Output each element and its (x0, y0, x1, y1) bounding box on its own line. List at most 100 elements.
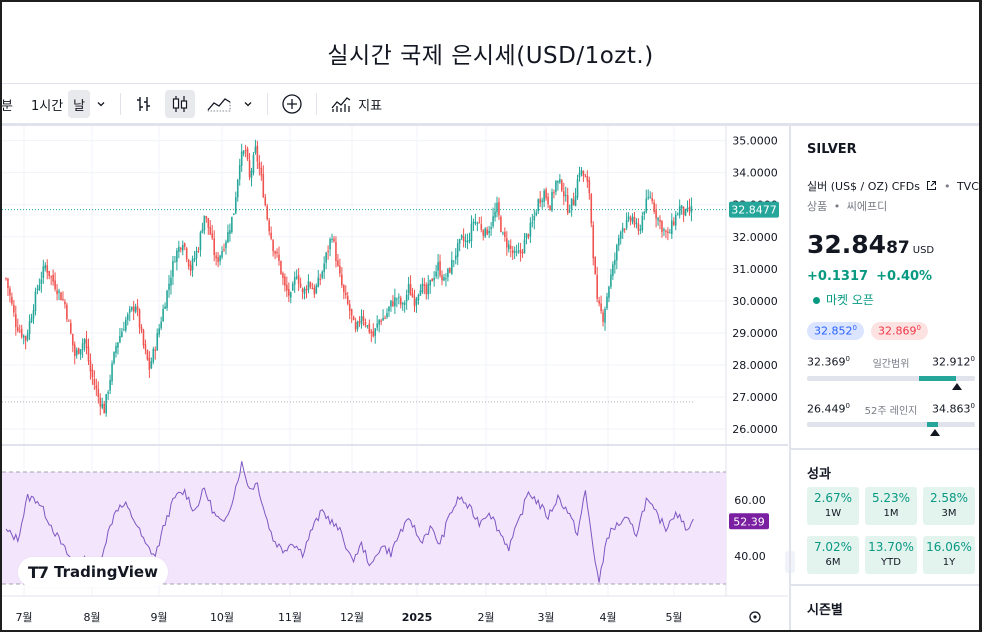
candle (335, 236, 337, 268)
symbol-description: 실버 (US$ / OZ) CFDs • TVC (807, 178, 979, 194)
candle-body (382, 317, 384, 321)
interval-hour-button[interactable]: 1시간 (30, 98, 64, 114)
candle (348, 299, 351, 320)
candle (639, 224, 642, 235)
candle (209, 220, 212, 236)
candle-body (181, 244, 184, 251)
candle (305, 285, 308, 299)
candle-body (331, 238, 333, 240)
candle-body (476, 223, 479, 225)
perf-value: 13.70% (868, 540, 914, 554)
candle (329, 237, 331, 257)
perf-1y[interactable]: 16.06% 1Y (923, 536, 975, 574)
candle (48, 270, 51, 280)
candle (452, 260, 455, 268)
indicators-button[interactable]: 지표 (325, 90, 387, 118)
candle-body (179, 247, 182, 250)
candle-body (66, 304, 68, 320)
candle-body (270, 232, 272, 239)
candle-body (507, 244, 510, 250)
candle (415, 296, 418, 313)
52wk-low-value: 26.449 (807, 402, 846, 416)
candle-body (350, 309, 353, 316)
rsi-tick-label: 40.00 (734, 550, 766, 563)
perf-label: 6M (825, 557, 841, 568)
price-chart[interactable]: 35.000034.000033.000032.000031.000030.00… (2, 126, 788, 632)
candle (633, 211, 636, 228)
interval-day-button[interactable]: 날 (68, 90, 91, 118)
interval-dropdown-button[interactable] (90, 90, 112, 118)
candle-body (89, 360, 92, 372)
chart-style-dropdown[interactable] (237, 90, 259, 118)
candle-body (562, 191, 565, 197)
candle-body (113, 352, 115, 364)
candle (150, 357, 153, 370)
tradingview-logo[interactable]: T7 TradingView (18, 557, 168, 587)
candle (570, 198, 573, 217)
candle-body (209, 227, 212, 235)
price-axis[interactable]: 35.000034.000033.000032.000031.000030.00… (729, 135, 779, 563)
candle (676, 212, 679, 216)
candle-body (521, 252, 524, 254)
candle-body (637, 223, 640, 231)
candle-body (286, 284, 288, 291)
area-style-button[interactable] (201, 90, 237, 118)
candle-body (105, 394, 107, 414)
candle (278, 246, 280, 266)
perf-3m[interactable]: 2.58% 3M (923, 487, 975, 525)
candle-style-button[interactable] (165, 90, 196, 118)
candle (205, 215, 208, 223)
candle-body (509, 245, 512, 249)
candle-body (612, 264, 614, 276)
candle (588, 176, 591, 200)
candle (215, 251, 217, 266)
toolbar-separator (316, 93, 318, 115)
perf-1m[interactable]: 5.23% 1M (865, 487, 917, 525)
interval-minute-button[interactable]: 분 (1, 98, 13, 114)
candle-body (423, 284, 426, 286)
candle (669, 228, 671, 234)
candle-body (645, 198, 648, 213)
candle (637, 218, 640, 235)
candle-body (87, 346, 90, 362)
perf-ytd[interactable]: 13.70% YTD (865, 536, 917, 574)
candle-body (663, 229, 665, 231)
perf-1w[interactable]: 2.67% 1W (807, 487, 859, 525)
candle-body (221, 250, 223, 258)
candle-body (117, 342, 119, 348)
candle-body (227, 232, 229, 243)
candle (11, 292, 13, 306)
candle-body (176, 250, 178, 262)
candle-body (130, 307, 133, 310)
candle (307, 274, 310, 294)
candle-body (529, 222, 532, 237)
candle-body (631, 216, 634, 223)
candle-body (421, 283, 424, 293)
candle (478, 217, 481, 224)
candle (441, 270, 443, 286)
candle (119, 327, 121, 344)
candle-body (608, 286, 610, 298)
symbol-name[interactable]: SILVER (807, 142, 857, 157)
candle-body (366, 325, 369, 327)
candle (60, 291, 62, 301)
candle (610, 268, 612, 289)
candle (236, 178, 239, 202)
price-tick-label: 34.0000 (732, 167, 778, 180)
bar-style-button[interactable] (129, 90, 159, 118)
candle-body (71, 333, 74, 346)
candle-body (531, 222, 534, 224)
external-link-icon[interactable] (926, 180, 937, 191)
candle (574, 187, 577, 207)
settings-button[interactable] (749, 611, 761, 623)
time-axis[interactable]: 7월 8월 9월 10월 11월 12월 2025 2월 3월 4월 5월 (15, 611, 682, 624)
candle (470, 215, 473, 248)
candle (627, 212, 630, 223)
rsi-series (5, 461, 694, 583)
candle-body (447, 268, 449, 278)
candle (431, 277, 433, 282)
candle (264, 193, 267, 207)
perf-6m[interactable]: 7.02% 6M (807, 536, 859, 574)
compare-symbol-button[interactable] (276, 90, 308, 118)
candle-body (629, 217, 632, 221)
